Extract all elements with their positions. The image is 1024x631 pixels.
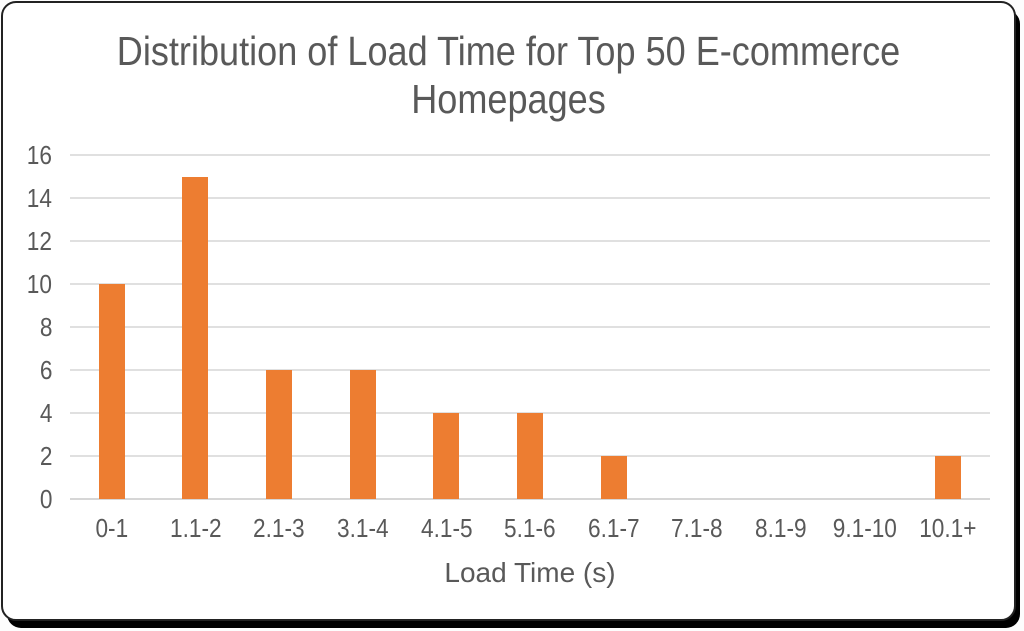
gridline-y-8 [70,326,990,328]
y-tick-label-10: 10 [26,269,52,299]
x-tick-label-0-1: 0-1 [95,513,129,543]
x-tick-label-5.1-6: 5.1-6 [504,513,556,543]
chart-title: Distribution of Load Time for Top 50 E-c… [3,27,1014,123]
y-tick-label-16: 16 [26,140,52,170]
y-tick-label-0: 0 [39,484,52,514]
bar-slot-10.1+ [906,155,990,499]
bar-2.1-3 [266,370,293,499]
bar-10.1+ [935,456,962,499]
y-tick-label-2: 2 [39,441,52,471]
bar-3.1-4 [349,370,376,499]
x-axis: 0-1 1.1-2 2.1-3 3.1-4 4.1-5 5.1-6 6.1-7 7.1-8 8.… [70,513,990,543]
plot-area [70,154,990,500]
y-tick-label-4: 4 [39,398,52,428]
x-axis-line [70,498,990,500]
x-tick-label-9.1-10: 9.1-10 [832,513,897,543]
x-tick-label-7.1-8: 7.1-8 [671,513,724,543]
bar-slot-2.1-3 [237,155,321,499]
x-tick-label-10.1+: 10.1+ [919,513,977,543]
y-tick-label-14: 14 [26,183,52,213]
gridline-y-16 [70,154,990,156]
bar-slot-3.1-4 [321,155,405,499]
chart-title-line-1: Distribution of Load Time for Top 50 E-c… [116,28,901,74]
x-tick-label-1.1-2: 1.1-2 [169,513,222,543]
bar-slot-7.1-8 [655,155,739,499]
bar-1.1-2 [182,176,209,499]
bar-slot-6.1-7 [572,155,656,499]
bar-0-1 [98,284,125,499]
chart-title-line-2: Homepages [411,76,606,122]
bar-slot-9.1-10 [823,155,907,499]
bar-5.1-6 [517,413,544,499]
bars-layer [70,155,990,499]
gridline-y-12 [70,240,990,242]
x-tick-label-8.1-9: 8.1-9 [755,513,807,543]
bar-slot-8.1-9 [739,155,823,499]
y-tick-label-6: 6 [39,355,52,385]
bar-slot-0-1 [70,155,154,499]
x-tick-label-6.1-7: 6.1-7 [587,513,640,543]
bar-6.1-7 [600,456,627,499]
gridline-y-14 [70,197,990,199]
bar-slot-1.1-2 [154,155,238,499]
y-axis: 0 2 4 6 8 10 12 14 16 [3,141,52,513]
y-tick-label-12: 12 [26,226,52,256]
chart-card: Distribution of Load Time for Top 50 E-c… [1,1,1016,621]
bar-4.1-5 [433,413,460,499]
x-tick-label-4.1-5: 4.1-5 [420,513,473,543]
y-tick-label-8: 8 [39,312,52,342]
x-tick-label-3.1-4: 3.1-4 [336,513,389,543]
bar-slot-4.1-5 [405,155,489,499]
gridline-y-6 [70,369,990,371]
gridline-y-10 [70,283,990,285]
x-axis-title: Load Time (s) [444,557,616,588]
x-tick-label-2.1-3: 2.1-3 [253,513,305,543]
bar-slot-5.1-6 [488,155,572,499]
